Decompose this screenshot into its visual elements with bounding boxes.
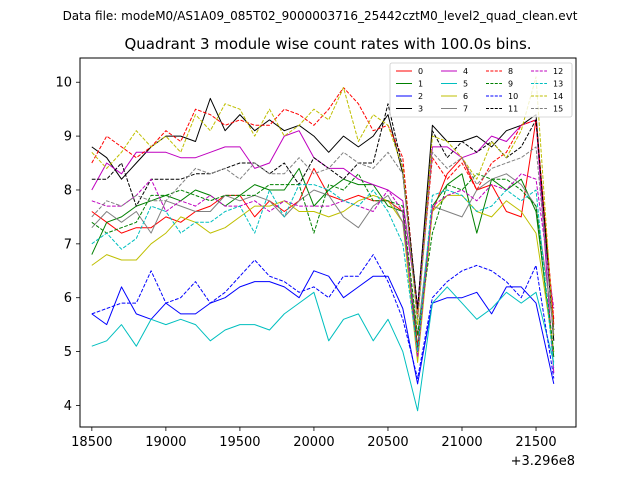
legend-label-3: 3 bbox=[418, 105, 423, 114]
legend-label-1: 1 bbox=[418, 80, 423, 89]
series-line-12 bbox=[91, 173, 555, 358]
x-tick-label: 19500 bbox=[219, 435, 260, 450]
legend-label-13: 13 bbox=[553, 80, 563, 89]
series-line-2 bbox=[91, 270, 555, 385]
series-line-7 bbox=[91, 173, 555, 336]
x-tick-label: 18500 bbox=[71, 435, 112, 450]
y-tick-label: 8 bbox=[64, 183, 72, 198]
x-tick-label: 19000 bbox=[145, 435, 186, 450]
x-axis: 18500 19000 19500 20000 20500 21000 21500 bbox=[71, 427, 557, 450]
legend-label-10: 10 bbox=[508, 92, 518, 101]
series-line-13 bbox=[91, 184, 555, 368]
legend-label-12: 12 bbox=[553, 67, 563, 76]
series-line-1 bbox=[91, 167, 555, 358]
chart-suptitle: Data file: modeM0/AS1A09_085T02_90000037… bbox=[63, 9, 578, 23]
legend-label-6: 6 bbox=[463, 92, 468, 101]
x-tick-label: 20500 bbox=[367, 435, 408, 450]
series-line-5 bbox=[91, 286, 555, 412]
y-tick-label: 10 bbox=[55, 76, 72, 91]
axes-frame bbox=[79, 57, 577, 428]
series-line-11 bbox=[91, 103, 555, 331]
series-line-8 bbox=[91, 87, 555, 320]
y-tick-label: 7 bbox=[64, 237, 72, 252]
legend-label-4: 4 bbox=[463, 67, 468, 76]
y-tick-label: 9 bbox=[64, 130, 72, 145]
plot-area bbox=[91, 76, 555, 412]
legend-label-8: 8 bbox=[508, 67, 513, 76]
chart-title: Quadrant 3 module wise count rates with … bbox=[124, 35, 531, 53]
series-line-0 bbox=[91, 119, 555, 347]
x-tick-label: 20000 bbox=[293, 435, 334, 450]
legend-label-0: 0 bbox=[418, 67, 423, 76]
legend-label-7: 7 bbox=[463, 105, 468, 114]
legend-box bbox=[389, 62, 573, 118]
legend-label-9: 9 bbox=[508, 80, 513, 89]
y-tick-label: 5 bbox=[64, 345, 72, 360]
series-line-10 bbox=[91, 254, 555, 379]
legend-label-15: 15 bbox=[553, 105, 563, 114]
series-line-3 bbox=[91, 97, 555, 341]
series-line-9 bbox=[91, 173, 555, 352]
x-offset-label: +3.296e8 bbox=[511, 454, 575, 469]
y-tick-label: 4 bbox=[64, 399, 72, 414]
series-line-4 bbox=[91, 119, 555, 374]
legend-label-5: 5 bbox=[463, 80, 468, 89]
legend-label-11: 11 bbox=[508, 105, 518, 114]
legend-label-14: 14 bbox=[553, 92, 563, 101]
x-tick-label: 21000 bbox=[441, 435, 482, 450]
x-tick-label: 21500 bbox=[515, 435, 556, 450]
y-axis: 4 5 6 7 8 9 10 bbox=[55, 76, 80, 414]
legend-label-2: 2 bbox=[418, 92, 423, 101]
y-tick-label: 6 bbox=[64, 291, 72, 306]
series-line-15 bbox=[91, 146, 555, 336]
series-line-6 bbox=[91, 194, 555, 363]
series-line-14 bbox=[91, 76, 555, 336]
